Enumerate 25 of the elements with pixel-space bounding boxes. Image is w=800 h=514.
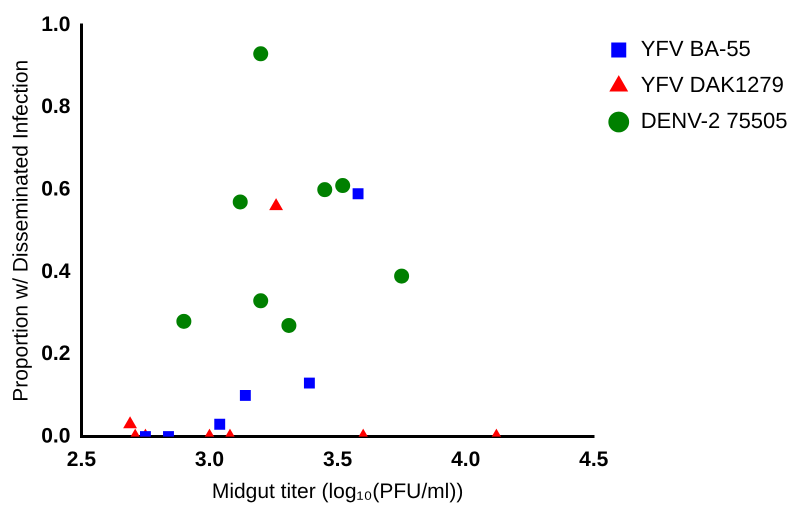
point xyxy=(253,293,268,308)
point xyxy=(176,314,192,329)
legend-label: YFV DAK1279 xyxy=(640,72,784,98)
point xyxy=(124,416,137,428)
y-axis-title: Proportion w/ Disseminated Infection xyxy=(9,60,32,402)
point xyxy=(335,178,350,194)
point xyxy=(317,182,332,198)
x-axis-title: Midgut titer (log₁₀(PFU/ml)) xyxy=(212,480,464,504)
legend-label: YFV BA-55 xyxy=(640,36,751,62)
y-tick-label: 0.4 xyxy=(41,260,71,283)
point xyxy=(281,318,296,333)
point xyxy=(232,194,248,210)
y-tick-label: 0.8 xyxy=(41,95,71,118)
x-tick-label: 3.0 xyxy=(194,448,224,471)
x-tick-label: 2.5 xyxy=(66,448,96,471)
y-tick-label: 0.2 xyxy=(41,342,70,366)
y-tick-label: 1.0 xyxy=(41,12,70,36)
legend-label: DENV-2 75505 xyxy=(640,108,788,134)
x-tick-label: 3.5 xyxy=(322,448,352,471)
y-tick-label: 0.6 xyxy=(41,177,70,200)
x-tick-label: 4.0 xyxy=(451,448,480,471)
x-tick-label: 4.5 xyxy=(579,448,609,471)
point xyxy=(394,268,410,284)
y-tick-label: 0.0 xyxy=(41,424,70,448)
point xyxy=(352,188,364,200)
